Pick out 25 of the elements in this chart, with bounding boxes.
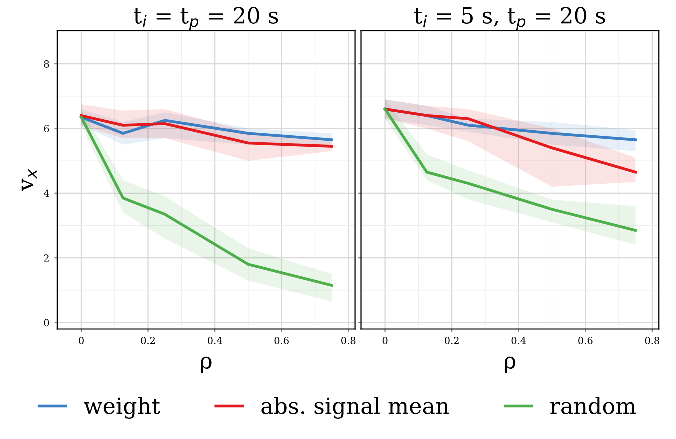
x-axis-title: ρ <box>505 356 516 374</box>
x-tick-label: 0 <box>382 337 388 344</box>
x-tick-label: 0.2 <box>141 337 156 344</box>
legend-label: random <box>550 397 636 414</box>
x-tick-label: 0.2 <box>444 337 459 344</box>
x-axis-title: ρ <box>201 356 212 374</box>
x-tick-label: 0.6 <box>274 337 289 344</box>
chart-title: t$_{i}$ = 5 s, t$_{p}$ = 20 s <box>414 7 606 31</box>
x-tick-label: 0 <box>79 337 84 344</box>
x-tick-label: 0.6 <box>578 337 593 344</box>
x-tick-label: 0.4 <box>512 337 526 344</box>
chart-title: t$_{i}$ = t$_{p}$ = 20 s <box>134 7 278 31</box>
y-tick-label: 4 <box>44 190 50 198</box>
x-tick-label: 0.4 <box>208 337 222 344</box>
y-axis-title: v$_{x}$ <box>22 169 38 192</box>
legend-label: weight <box>84 397 160 419</box>
x-tick-label: 0.8 <box>342 337 356 344</box>
y-tick-label: 2 <box>44 254 49 262</box>
y-tick-label: 6 <box>44 125 50 133</box>
line-series <box>80 114 334 148</box>
x-tick-label: 0.8 <box>645 337 660 344</box>
line-series <box>80 116 334 142</box>
y-tick-label: 0 <box>44 319 50 327</box>
y-tick-label: 8 <box>44 60 50 68</box>
legend-label: abs. signal mean <box>262 397 450 419</box>
